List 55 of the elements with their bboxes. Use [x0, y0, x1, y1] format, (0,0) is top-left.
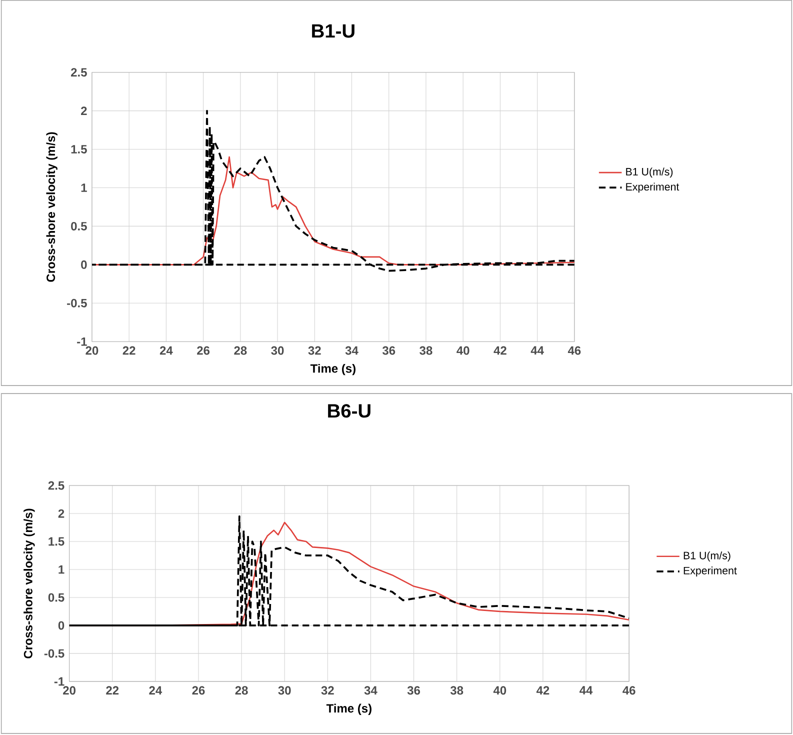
y-tick-label: 2.5 [71, 68, 87, 77]
x-tick-label: 40 [493, 686, 506, 695]
x-tick-label: 38 [420, 346, 432, 355]
x-tick-label: 22 [106, 686, 119, 695]
y-tick-label: 1.5 [48, 537, 64, 546]
line-series [92, 110, 574, 272]
x-tick-label: 30 [278, 686, 291, 695]
x-tick-label: 42 [494, 346, 506, 355]
x-tick-label: 40 [456, 346, 470, 355]
y-tick-label: 1 [58, 565, 64, 574]
y-axis-title: Cross-shore velocity (m/s) [24, 508, 35, 658]
x-tick-label: 44 [580, 686, 593, 695]
legend-label: Experiment [626, 182, 680, 193]
y-tick-label: -0.5 [67, 298, 87, 308]
x-tick-label: 22 [122, 346, 136, 355]
legend-label: B1 U(m/s) [684, 552, 730, 562]
y-tick-label: 2 [58, 509, 64, 518]
y-tick-label: 1 [81, 184, 87, 192]
y-tick-label: 0 [81, 260, 87, 270]
x-tick-label: 28 [235, 686, 248, 695]
x-axis-title: Time (s) [326, 704, 372, 716]
x-axis-title: Time (s) [310, 364, 356, 376]
x-tick-label: 36 [382, 346, 396, 355]
x-tick-label: 26 [192, 686, 205, 695]
x-tick-label: 20 [86, 346, 98, 355]
x-tick-label: 46 [568, 346, 581, 355]
legend-label: Experiment [684, 566, 737, 577]
x-tick-label: 46 [622, 686, 636, 695]
x-tick-label: 32 [308, 346, 321, 355]
x-tick-label: 42 [536, 686, 550, 695]
x-tick-label: 44 [530, 346, 544, 355]
x-tick-label: 28 [234, 346, 247, 355]
x-tick-label: 26 [197, 346, 210, 355]
x-tick-label: 34 [345, 346, 358, 355]
y-tick-label: 2 [81, 106, 87, 116]
y-tick-label: 0.5 [48, 593, 64, 602]
y-axis-title: Cross-shore velocity (m/s) [46, 132, 58, 282]
x-tick-label: 36 [407, 686, 420, 695]
chart-title: B6-U [328, 404, 370, 418]
y-tick-label: 1.5 [71, 145, 87, 154]
legend-label: B1 U(m/s) [626, 168, 673, 178]
y-tick-label: 0.5 [71, 222, 87, 231]
x-tick-label: 24 [149, 686, 162, 695]
y-tick-label: -1 [54, 677, 64, 686]
y-tick-label: -1 [77, 338, 87, 346]
x-tick-label: 20 [63, 686, 76, 695]
x-tick-label: 24 [160, 346, 173, 355]
y-tick-label: 0 [58, 621, 64, 630]
x-tick-label: 38 [450, 686, 464, 695]
y-tick-label: 2.5 [48, 481, 64, 490]
y-tick-label: -0.5 [44, 649, 64, 658]
chart-title: B1-U [312, 24, 354, 38]
x-tick-label: 30 [271, 346, 284, 355]
x-tick-label: 32 [321, 686, 334, 695]
x-tick-label: 34 [364, 686, 378, 695]
